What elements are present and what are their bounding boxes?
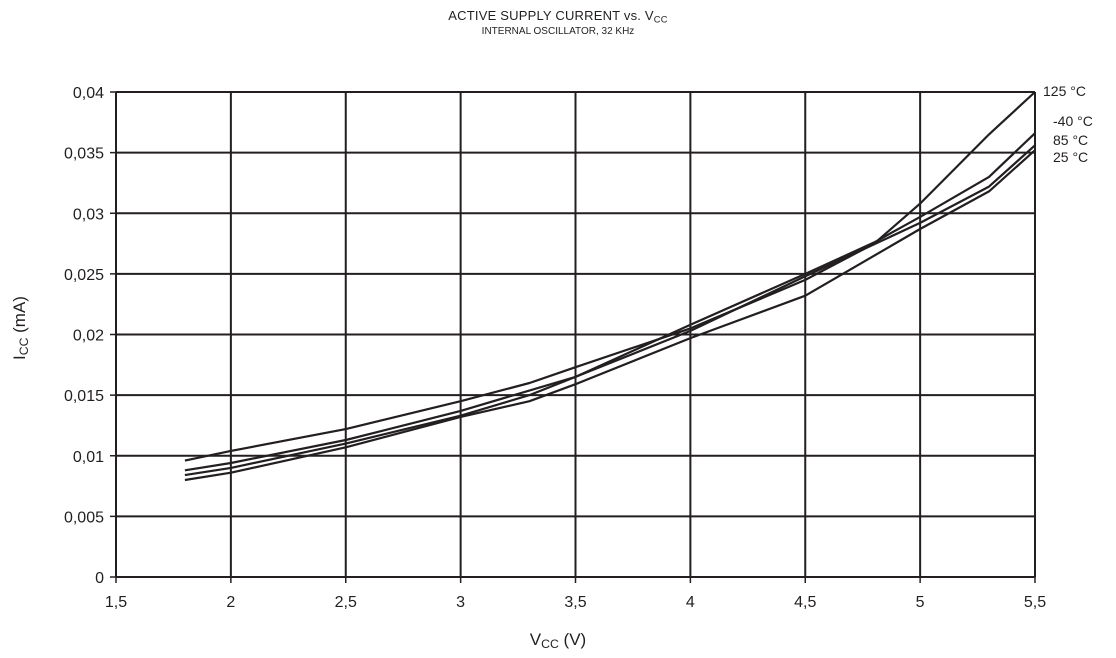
- x-tick-label: 4: [686, 594, 695, 611]
- x-tick-label: 5: [916, 594, 925, 611]
- series-label: 25 °C: [1053, 149, 1088, 165]
- x-tick-label: 3: [456, 594, 465, 611]
- y-tick-label: 0,015: [64, 388, 104, 405]
- x-tick-label: 2: [226, 594, 235, 611]
- series-line: [184, 91, 1036, 462]
- x-tick-label: 3,5: [564, 594, 586, 611]
- series-label: 85 °C: [1053, 132, 1088, 148]
- y-tick-label: 0,025: [64, 267, 104, 284]
- y-tick-label: 0,03: [73, 206, 104, 223]
- chart-subtitle: INTERNAL OSCILLATOR, 32 KHz: [481, 26, 635, 37]
- x-tick-label: 5,5: [1024, 594, 1046, 611]
- y-tick-label: 0,035: [64, 146, 104, 163]
- series-lines: [184, 91, 1036, 482]
- x-axis-title: VCC (V): [529, 630, 587, 652]
- series-line: [184, 149, 1036, 482]
- series-label: 125 °C: [1043, 83, 1086, 99]
- y-axis-title: ICC (mA): [10, 296, 32, 360]
- y-tick-label: 0: [95, 570, 104, 587]
- y-tick-label: 0,04: [73, 85, 104, 102]
- x-tick-label: 4,5: [794, 594, 816, 611]
- series-line: [184, 132, 1036, 472]
- chart-title: ACTIVE SUPPLY CURRENT vs. VCC: [448, 8, 668, 25]
- y-tick-label: 0,005: [64, 509, 104, 526]
- x-tick-label: 1,5: [105, 594, 127, 611]
- x-tick-label: 2,5: [335, 594, 357, 611]
- y-tick-label: 0,01: [73, 449, 104, 466]
- series-labels: 125 °C -40 °C 85 °C25 °C: [1043, 83, 1093, 165]
- series-line: [184, 144, 1036, 477]
- y-tick-label: 0,02: [73, 328, 104, 345]
- grid-lines: [110, 91, 1036, 583]
- y-tick-labels: 0 0,005 0,01 0,015 0,02 0,025 0,03 0,035 0,04: [64, 85, 104, 587]
- x-tick-labels: 1,5 2 2,5 3 3,5 4 4,5 5 5,5: [105, 594, 1046, 611]
- series-label: -40 °C: [1053, 113, 1093, 129]
